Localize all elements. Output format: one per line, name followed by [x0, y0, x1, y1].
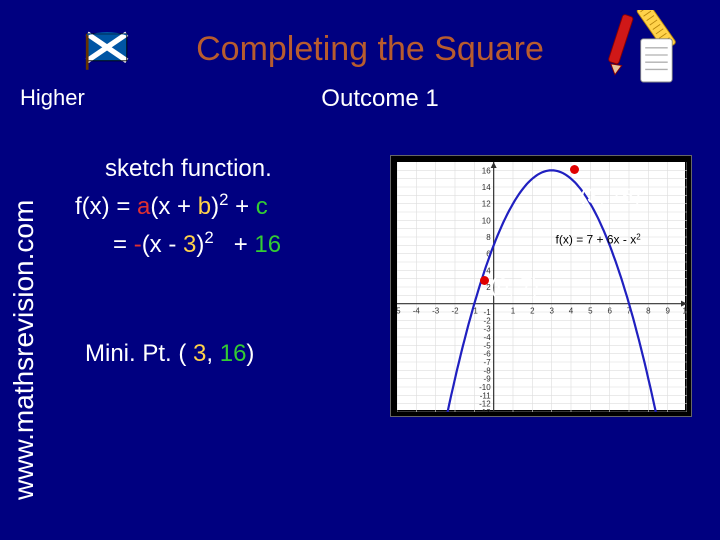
svg-text:8: 8	[486, 233, 491, 242]
svg-text:2: 2	[530, 307, 535, 316]
svg-text:8: 8	[646, 307, 651, 316]
svg-text:9: 9	[665, 307, 670, 316]
content-line2: f(x) = a(x + b)2 + c	[75, 187, 385, 225]
svg-text:-4: -4	[413, 307, 421, 316]
math-tools-icon	[595, 10, 690, 100]
mini-point-line: Mini. Pt. ( 3, 16)	[85, 340, 254, 368]
page-title: Completing the Square	[140, 30, 600, 69]
svg-text:5: 5	[588, 307, 593, 316]
svg-text:-13: -13	[479, 408, 491, 412]
point-label-intercept: (0, 7)	[490, 275, 539, 299]
content-line3: = -(x - 3)2 + 16	[113, 225, 385, 263]
svg-text:f(x) = 7 + 6x - x2: f(x) = 7 + 6x - x2	[556, 232, 642, 247]
svg-text:-3: -3	[432, 307, 440, 316]
svg-text:-5: -5	[397, 307, 401, 316]
svg-text:3: 3	[549, 307, 554, 316]
svg-text:14: 14	[482, 183, 491, 192]
svg-text:12: 12	[482, 200, 491, 209]
point-label-vertex: (3, 16)	[580, 185, 641, 209]
svg-text:4: 4	[486, 266, 491, 275]
math-content: sketch function. f(x) = a(x + b)2 + c = …	[75, 150, 385, 264]
level-label: Higher	[20, 85, 85, 111]
vertex-dot-icon	[570, 165, 579, 174]
content-line1: sketch function.	[105, 150, 385, 187]
svg-text:-2: -2	[451, 307, 459, 316]
page-subtitle: Outcome 1	[250, 85, 510, 113]
svg-text:16: 16	[482, 166, 491, 175]
svg-text:10: 10	[482, 216, 491, 225]
intercept-dot-icon	[480, 276, 489, 285]
sidebar-url: www.mathsrevision.com	[8, 200, 40, 500]
saltire-flag-icon	[80, 30, 134, 70]
svg-text:1: 1	[511, 307, 516, 316]
svg-text:4: 4	[569, 307, 574, 316]
parabola-chart: 161412108642-1-2-3-4-5-6-7-8-9-10-11-12-…	[390, 155, 692, 417]
svg-text:10: 10	[683, 307, 687, 316]
svg-text:6: 6	[607, 307, 612, 316]
